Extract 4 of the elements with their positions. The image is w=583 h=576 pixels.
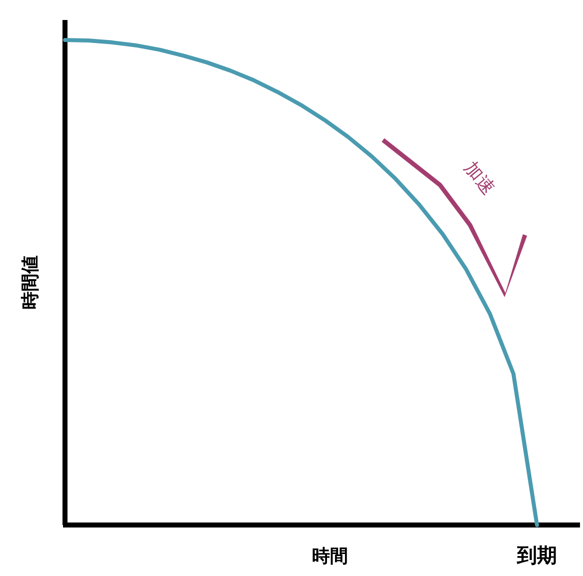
y-axis-title: 時間値 xyxy=(20,256,41,310)
x-axis-title: 時間 xyxy=(312,546,348,567)
text: 到期 xyxy=(516,543,557,567)
annotation: 加速 xyxy=(460,158,499,200)
